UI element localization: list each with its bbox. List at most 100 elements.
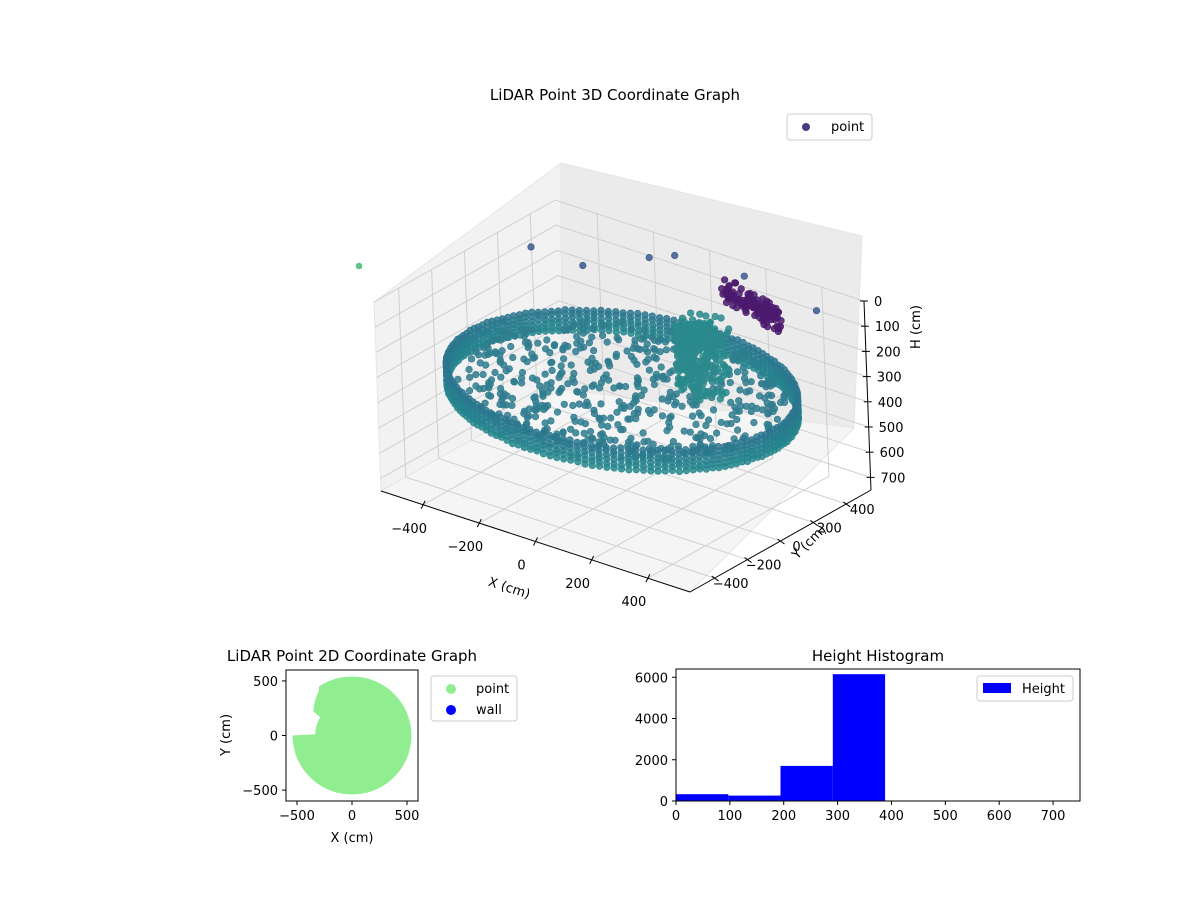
point-3d-1336 bbox=[472, 382, 480, 390]
point-3d-1707 bbox=[625, 466, 633, 474]
point-3d-1488 bbox=[520, 409, 528, 418]
y-tick-3d-3 bbox=[810, 520, 818, 526]
point-3d-1058 bbox=[716, 395, 724, 403]
point-3d-496 bbox=[543, 336, 551, 344]
point-3d-outlier-green bbox=[355, 262, 363, 270]
point-3d-1176 bbox=[701, 392, 710, 400]
point-3d-542 bbox=[742, 378, 750, 387]
point-3d-1248 bbox=[646, 409, 654, 418]
point-3d-215 bbox=[721, 289, 729, 297]
x-tick-label-hist-4: 400 bbox=[879, 809, 904, 824]
point-3d-523 bbox=[627, 352, 636, 361]
point-3d-688 bbox=[742, 388, 751, 396]
point-3d-73 bbox=[620, 328, 628, 336]
point-3d-788 bbox=[529, 354, 537, 362]
point-3d-1313 bbox=[575, 400, 583, 408]
point-3d-1455 bbox=[727, 461, 735, 469]
legend-2d-marker-wall bbox=[446, 705, 456, 715]
point-3d-1029 bbox=[709, 374, 717, 382]
point-3d-99 bbox=[579, 261, 587, 270]
point-3d-567 bbox=[762, 383, 770, 391]
y-tick-label-3d-1: −200 bbox=[746, 559, 782, 574]
ticks-2d: −500 0 500 500 0 −500 bbox=[242, 675, 419, 824]
legend-3d-frame bbox=[786, 113, 873, 141]
point-3d-1670 bbox=[647, 467, 655, 475]
point-3d-483 bbox=[770, 316, 779, 324]
point-3d-696 bbox=[507, 342, 515, 351]
chart-histogram: Height Histogram 0 100 200 300 400 500 600 7000… bbox=[635, 647, 1081, 824]
legend-2d-marker-point bbox=[446, 684, 456, 694]
point-3d-1179 bbox=[695, 409, 703, 417]
point-3d-691 bbox=[605, 362, 614, 370]
point-3d-1695 bbox=[632, 466, 640, 474]
point-3d-1314 bbox=[607, 414, 615, 422]
point-3d-378 bbox=[651, 346, 659, 354]
point-3d-957 bbox=[718, 369, 726, 377]
point-3d-668 bbox=[780, 394, 788, 402]
point-3d-1151 bbox=[533, 376, 541, 384]
point-3d-1448 bbox=[571, 417, 579, 425]
z-axis-line-3d bbox=[863, 300, 872, 491]
x-tick-label-3d-3: 200 bbox=[565, 577, 590, 592]
histogram-bar-2 bbox=[780, 765, 833, 801]
point-3d-1384 bbox=[487, 392, 495, 400]
point-3d-981 bbox=[691, 325, 699, 334]
point-3d-629 bbox=[696, 310, 704, 318]
y-tick-label-hist-0: 0 bbox=[660, 795, 668, 810]
point-3d-1122 bbox=[678, 402, 686, 410]
z-tick-label-3d-2: 200 bbox=[876, 345, 901, 360]
point-3d-693 bbox=[702, 312, 710, 320]
point-3d-1023 bbox=[675, 347, 684, 355]
legend-histogram: Height bbox=[976, 675, 1074, 702]
z-tick-label-3d-1: 100 bbox=[875, 320, 900, 335]
point-3d-1244 bbox=[510, 378, 519, 386]
point-3d-1785 bbox=[574, 458, 582, 466]
point-3d-1033 bbox=[693, 357, 702, 365]
histogram-bars bbox=[676, 674, 886, 801]
point-3d-265 bbox=[661, 338, 670, 346]
point-3d-1154 bbox=[696, 396, 704, 404]
point-3d-300 bbox=[579, 329, 587, 337]
point-3d-1522 bbox=[644, 437, 652, 445]
point-3d-1548 bbox=[566, 425, 575, 433]
point-3d-1312 bbox=[466, 387, 474, 395]
point-3d-1545 bbox=[580, 429, 588, 437]
grid-line-z-0 bbox=[373, 199, 865, 303]
point-3d-124 bbox=[640, 326, 648, 334]
point-3d-1073 bbox=[709, 390, 718, 398]
legend-2d-label-wall: wall bbox=[476, 703, 502, 718]
point-3d-528 bbox=[573, 339, 581, 347]
point-3d-893 bbox=[634, 383, 642, 391]
point-3d-98 bbox=[605, 327, 613, 335]
grid-line-y-2 bbox=[464, 250, 781, 542]
z-tick-label-3d-0: 0 bbox=[874, 295, 882, 310]
point-3d-1243 bbox=[466, 373, 474, 381]
point-3d-1165 bbox=[701, 358, 710, 366]
point-3d-879 bbox=[702, 326, 710, 334]
point-3d-1115 bbox=[696, 368, 705, 377]
point-3d-1136 bbox=[689, 401, 697, 409]
point-3d-1069 bbox=[669, 393, 677, 401]
point-3d-1027 bbox=[758, 406, 767, 414]
point-3d-157 bbox=[731, 279, 740, 287]
legend-3d: point bbox=[786, 113, 873, 141]
point-3d-1036 bbox=[764, 409, 773, 417]
point-3d-1779 bbox=[581, 460, 589, 468]
point-3d-1713 bbox=[533, 447, 541, 455]
point-3d-125 bbox=[617, 318, 626, 327]
point-3d-1749 bbox=[553, 454, 561, 462]
y-tick-3d-4 bbox=[843, 501, 851, 508]
point-3d-997 bbox=[747, 407, 755, 416]
point-3d-1078 bbox=[682, 338, 691, 346]
chart-3d: LiDAR Point 3D Coordinate Graph −400 −200… bbox=[355, 86, 924, 610]
point-3d-570 bbox=[576, 344, 585, 352]
point-3d-991 bbox=[716, 375, 724, 383]
z-tick-label-3d-7: 700 bbox=[881, 471, 906, 486]
point-3d-519 bbox=[511, 332, 519, 340]
scatter-3d-points bbox=[355, 243, 821, 476]
point-3d-1575 bbox=[689, 466, 697, 474]
point-3d-932 bbox=[472, 348, 480, 356]
ticks-histogram: 0 100 200 300 400 500 600 700 0 2000 4000 6000 bbox=[635, 671, 1066, 824]
point-3d-1342 bbox=[706, 435, 715, 443]
x-tick-label-2d-0: −500 bbox=[279, 809, 315, 824]
